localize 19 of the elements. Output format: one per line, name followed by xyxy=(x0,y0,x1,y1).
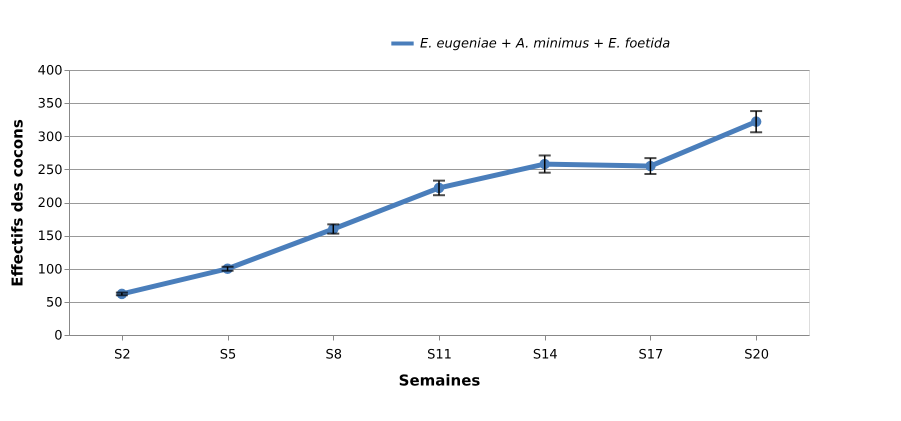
x-tick-label: S8 xyxy=(326,348,342,362)
x-tick-label: S5 xyxy=(220,348,236,362)
y-tick-label: 50 xyxy=(46,295,62,310)
y-tick-label: 400 xyxy=(38,64,62,78)
y-tick-label: 150 xyxy=(38,229,62,244)
y-tick-label: 0 xyxy=(54,328,62,344)
legend-label: E. eugeniae + A. minimus + E. foetida xyxy=(420,36,670,52)
x-tick-label: S14 xyxy=(532,348,558,362)
y-tick-label: 250 xyxy=(38,162,62,178)
y-axis-title: Effectifs des cocons xyxy=(8,119,27,287)
y-tick-label: 200 xyxy=(38,196,62,211)
x-axis-title: Semaines xyxy=(398,372,480,390)
y-tick-label: 350 xyxy=(38,96,62,112)
x-tick-label: S2 xyxy=(114,348,131,362)
y-tick-label: 100 xyxy=(38,262,62,278)
x-tick-label: S17 xyxy=(638,348,664,362)
x-tick-label: S11 xyxy=(427,348,452,362)
y-tick-label: 300 xyxy=(38,130,62,145)
x-tick-label: S20 xyxy=(744,348,770,362)
